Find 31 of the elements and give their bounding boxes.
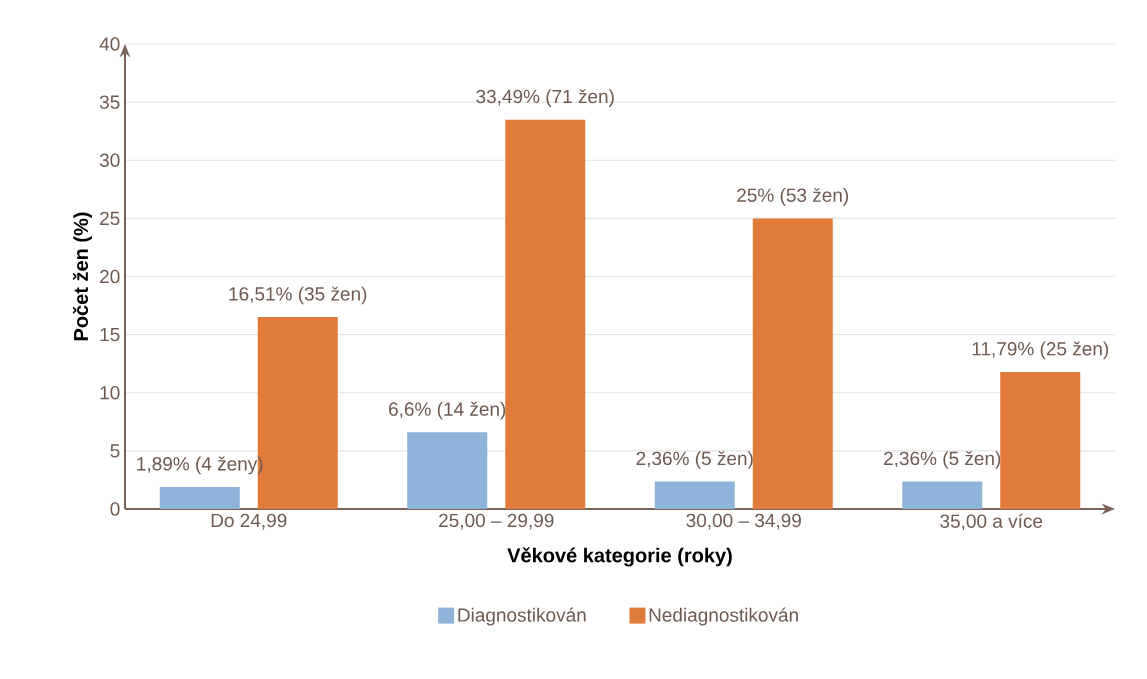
y-tick-label: 5: [110, 444, 120, 458]
bar: [902, 481, 983, 509]
y-tick-label: 40: [99, 37, 120, 51]
y-tick-label: 25: [100, 211, 120, 226]
y-tick-label: 0: [110, 502, 120, 516]
bar: [159, 487, 240, 509]
data-label: 25% (53 žen): [737, 187, 849, 206]
legend-label: Diagnostikován: [458, 607, 586, 626]
bar: [407, 432, 488, 509]
y-tick-label: 10: [100, 386, 120, 400]
bar: [505, 119, 586, 509]
y-tick-label: 20: [100, 269, 120, 284]
y-tick-label: 30: [99, 153, 120, 167]
data-label: 16,51% (35 žen): [229, 286, 367, 305]
x-axis-title: Věkové kategorie (roky): [507, 547, 732, 567]
bar: [752, 218, 833, 509]
bar: [654, 481, 735, 509]
x-tick-label: Do 24,99: [211, 513, 287, 530]
data-label: 6,6% (14 žen): [389, 401, 506, 420]
x-tick-label: 35,00 a více: [940, 513, 1043, 531]
y-axis-title: Počet žen (%): [72, 212, 92, 341]
data-label: 33,49% (71 žen): [476, 89, 614, 107]
data-label: 2,36% (5 žen): [884, 451, 1001, 469]
data-label: 11,79% (25 žen): [972, 341, 1109, 360]
x-tick-label: 25,00 – 29,99: [439, 513, 554, 530]
x-tick-label: 30,00 – 34,99: [686, 513, 801, 530]
y-tick-label: 35: [99, 95, 120, 109]
y-tick-label: 15: [100, 328, 120, 342]
data-label: 2,36% (5 žen): [636, 451, 753, 469]
legend-label: Nediagnostikován: [649, 607, 798, 626]
bar: [1000, 371, 1081, 509]
